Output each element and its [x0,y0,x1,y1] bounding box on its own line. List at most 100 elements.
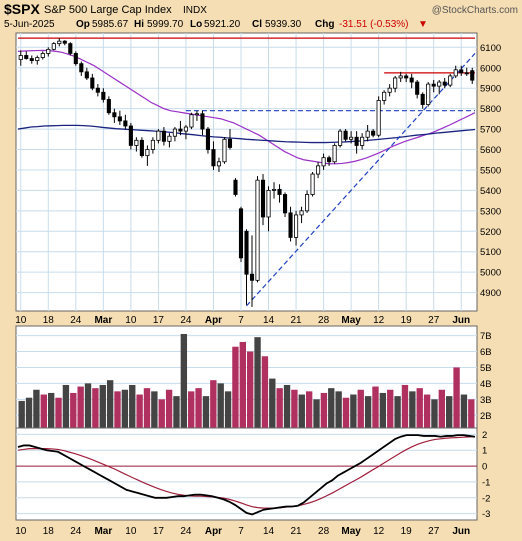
volume-bar-down [25,397,33,428]
price-tick-label: 5800 [480,104,501,115]
copyright: @StockCharts.com [432,5,518,16]
price-tick-label: 5700 [480,125,501,136]
date-tick-label: 27 [428,315,440,326]
moving-average-short [17,49,476,165]
candle-up [255,179,260,281]
volume-bar-up [92,388,99,428]
candle-up [305,194,310,212]
candle-down [371,130,376,136]
candle-up [167,135,172,142]
candle-down [117,116,122,122]
price-tick-label: 5900 [480,84,501,95]
volume-bar-up [188,391,195,428]
volume-bar-down [217,383,224,428]
candle-down [178,128,183,132]
candle-down [95,87,100,93]
volume-bar-down [409,391,416,428]
price-axis: 4900 5000 5100 5200 5300 5400 5500 5600 5700 5800… [480,43,501,299]
indicator-main-line [17,434,476,516]
candle-up [448,75,453,86]
date-tick-label: 17 [153,315,165,326]
volume-bar-down [224,391,232,428]
date-tick-label: 18 [43,315,55,326]
candle-up [40,53,45,58]
volume-bar-down [460,394,468,428]
volume-bar-down [350,394,357,428]
date: 5-Jun-2025 [4,19,55,30]
candle-up [332,145,337,163]
candle-up [266,189,271,218]
price-overlays [17,37,476,307]
candle-up [398,75,403,79]
candle-down [404,75,409,79]
price-tick-label: 4900 [480,288,501,299]
date-tick-label: 21 [290,526,302,537]
indicator-lines [17,434,476,516]
volume-tick-label: 2B [480,411,492,422]
volume-axis: 2B 3B 4B 5B 6B 7B [480,331,492,422]
indicator-tick-label: 0 [482,462,487,473]
candle-up [172,128,177,137]
candle-down [161,130,166,142]
date-tick-label: 28 [318,315,330,326]
volume-bar-down [173,396,180,428]
indicator-tick-label: -1 [482,477,490,488]
candle-up [46,48,51,54]
volume-bar-up [143,388,151,428]
date-tick-label: 24 [180,315,192,326]
index-name: S&P 500 Large Cap Index [44,4,172,16]
indicator-axis: -3 -2 -1 0 1 2 [482,430,490,520]
volume-bar-up [195,388,202,428]
candle-up [365,130,370,138]
candle-down [244,230,249,275]
candle-up [134,139,139,146]
price-tick-label: 6100 [480,43,501,54]
date-tick-label: Apr [205,315,222,326]
volume-tick-label: 7B [480,331,492,342]
candle-down [409,77,414,83]
date-tick-label: 14 [263,315,275,326]
candle-down [200,113,205,130]
date-tick-label: 28 [318,526,330,537]
date-tick-label: May [341,315,361,326]
volume-bar-down [84,383,92,428]
date-tick-label: 19 [401,526,413,537]
candle-up [321,157,326,167]
candle-up [156,130,161,141]
price-tick-label: 6000 [480,63,501,74]
candle-down [62,40,67,44]
date-tick-label: Apr [205,526,222,537]
candle-down [73,53,78,65]
date-tick-label: 17 [153,526,165,537]
candle-down [327,157,332,163]
candle-up [393,77,398,89]
price-tick-label: 5600 [480,145,501,156]
close-label: Cl [252,19,262,30]
candle-down [101,91,106,100]
candle-down [84,71,89,79]
volume-bar-up [70,392,77,428]
candle-down [249,273,255,281]
candle-up [299,210,304,216]
candle-down [123,120,128,127]
date-tick-label: 19 [401,315,413,326]
date-tick-label: 24 [70,526,82,537]
indicator-panel: -3 -2 -1 0 1 2 [15,427,490,521]
candle-up [271,188,277,191]
volume-bar-down [151,391,158,428]
volume-bar-up [77,386,84,428]
volume-bar-down [62,384,70,428]
symbol: $SPX [4,1,40,17]
candle-up [145,149,150,157]
volume-bar-down [431,399,438,428]
date-tick-label: 27 [428,526,440,537]
candle-down [415,81,420,95]
volume-bar-down [99,384,106,428]
change-value: -31.51 (-0.53%) [339,19,408,30]
volume-bar-up [261,356,269,428]
volume-bar-up [55,397,62,428]
candle-up [360,136,365,146]
open-value: 5985.67 [92,19,129,30]
date-tick-label: 10 [125,315,137,326]
high-value: 5999.70 [147,19,184,30]
